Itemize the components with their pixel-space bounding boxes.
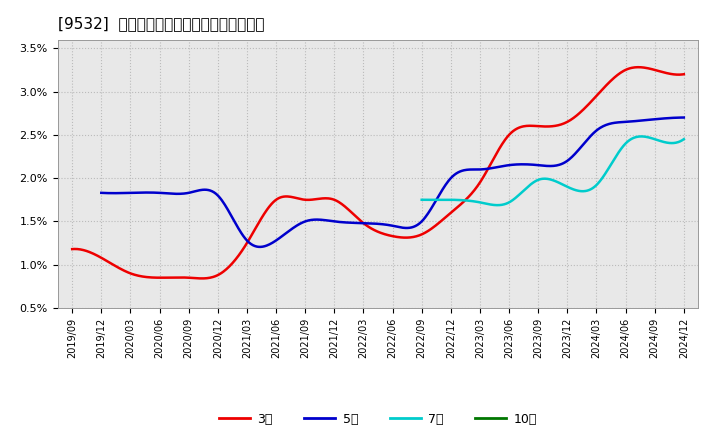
7年 (615, 148, 624, 154)
5年 (361, 220, 370, 226)
3年 (226, 263, 235, 268)
7年 (464, 198, 472, 203)
3年 (68, 246, 76, 252)
5年 (680, 115, 688, 120)
3年 (197, 276, 206, 281)
7年 (637, 134, 646, 139)
3年 (529, 123, 538, 128)
5年 (97, 190, 106, 195)
Line: 7年: 7年 (422, 136, 684, 205)
7年 (680, 136, 688, 142)
5年 (256, 244, 264, 249)
3年 (176, 275, 185, 280)
7年 (485, 202, 493, 207)
3年 (634, 65, 642, 70)
7年 (593, 182, 601, 187)
3年 (680, 72, 688, 77)
Legend: 3年, 5年, 7年, 10年: 3年, 5年, 7年, 10年 (214, 407, 542, 431)
7年 (536, 176, 545, 182)
3年 (477, 177, 486, 183)
5年 (487, 165, 495, 171)
3年 (429, 224, 438, 230)
7年 (572, 188, 581, 193)
Text: [9532]  経常利益マージンの標準偏差の推移: [9532] 経常利益マージンの標準偏差の推移 (58, 16, 264, 32)
5年 (536, 163, 545, 168)
7年 (493, 202, 502, 208)
3年 (346, 208, 354, 213)
5年 (200, 187, 209, 192)
5年 (247, 242, 256, 247)
Line: 3年: 3年 (72, 67, 684, 279)
5年 (441, 182, 450, 187)
7年 (418, 197, 426, 202)
Line: 5年: 5年 (102, 117, 684, 247)
